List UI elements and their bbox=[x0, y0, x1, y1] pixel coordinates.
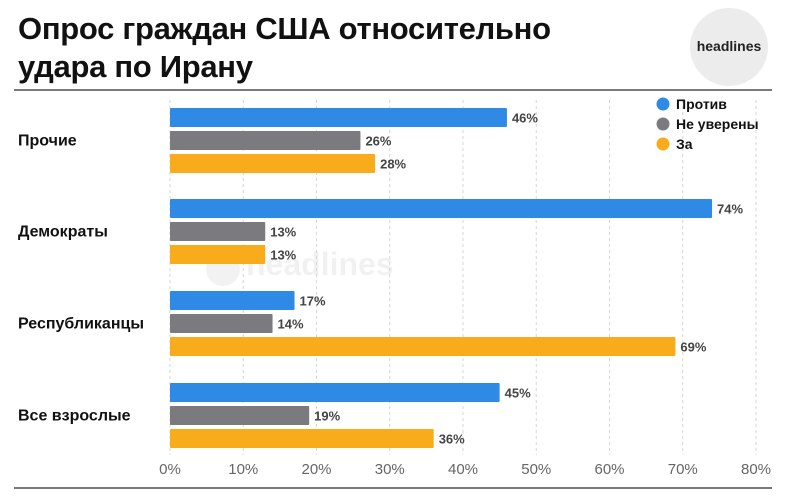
bar bbox=[170, 222, 266, 241]
legend-label: Против bbox=[676, 96, 727, 112]
watermark-text: headlines bbox=[246, 246, 394, 282]
footer-divider bbox=[14, 487, 772, 489]
data-label: 69% bbox=[680, 340, 706, 355]
x-tick-label: 20% bbox=[301, 461, 331, 478]
x-tick-label: 80% bbox=[741, 461, 771, 478]
bar bbox=[170, 314, 273, 333]
data-label: 17% bbox=[300, 294, 326, 309]
bar bbox=[170, 406, 310, 425]
data-label: 45% bbox=[505, 386, 531, 401]
x-tick-label: 50% bbox=[521, 461, 551, 478]
category-label: Республиканцы bbox=[18, 316, 144, 333]
bar bbox=[170, 131, 361, 150]
bar bbox=[170, 154, 376, 173]
logo-text: headlines bbox=[696, 38, 762, 54]
data-label: 74% bbox=[717, 202, 743, 217]
x-tick-label: 40% bbox=[448, 461, 478, 478]
data-label: 28% bbox=[380, 157, 406, 172]
bar bbox=[170, 383, 500, 402]
legend-label: Не уверены bbox=[676, 116, 759, 132]
bar bbox=[170, 337, 676, 356]
category-label: Прочие bbox=[18, 133, 77, 150]
x-tick-label: 30% bbox=[375, 461, 405, 478]
x-tick-label: 70% bbox=[668, 461, 698, 478]
title-line-1: Опрос граждан США относительно bbox=[18, 11, 551, 46]
category-label: Демократы bbox=[18, 224, 108, 241]
legend-marker bbox=[656, 117, 670, 131]
x-tick-label: 60% bbox=[594, 461, 624, 478]
legend-marker bbox=[656, 97, 670, 111]
headlines-logo: headlines bbox=[690, 8, 768, 86]
bar bbox=[170, 108, 507, 127]
data-label: 26% bbox=[365, 134, 391, 149]
bars bbox=[170, 108, 713, 448]
bar bbox=[170, 291, 295, 310]
x-tick-label: 10% bbox=[228, 461, 258, 478]
header-divider bbox=[14, 89, 772, 91]
data-label: 13% bbox=[270, 248, 296, 263]
labels: 0% 10% 20% 30% 40% 50% 60% 70% 80% Прочие Демократ… bbox=[18, 111, 771, 479]
legend-marker bbox=[656, 137, 670, 151]
category-label: Все взрослые bbox=[18, 408, 131, 425]
legend-label: За bbox=[676, 136, 693, 152]
data-label: 36% bbox=[439, 432, 465, 447]
bar bbox=[170, 199, 713, 218]
data-label: 46% bbox=[512, 111, 538, 126]
x-tick-label: 0% bbox=[159, 461, 181, 478]
data-label: 14% bbox=[278, 317, 304, 332]
bar bbox=[170, 245, 266, 264]
legend: Против Не уверены За bbox=[656, 96, 759, 152]
data-label: 19% bbox=[314, 409, 340, 424]
title-line-2: удара по Ирану bbox=[18, 49, 253, 84]
bar bbox=[170, 429, 434, 448]
chart-title: Опрос граждан США относительно удара по … bbox=[18, 10, 618, 86]
data-label: 13% bbox=[270, 225, 296, 240]
